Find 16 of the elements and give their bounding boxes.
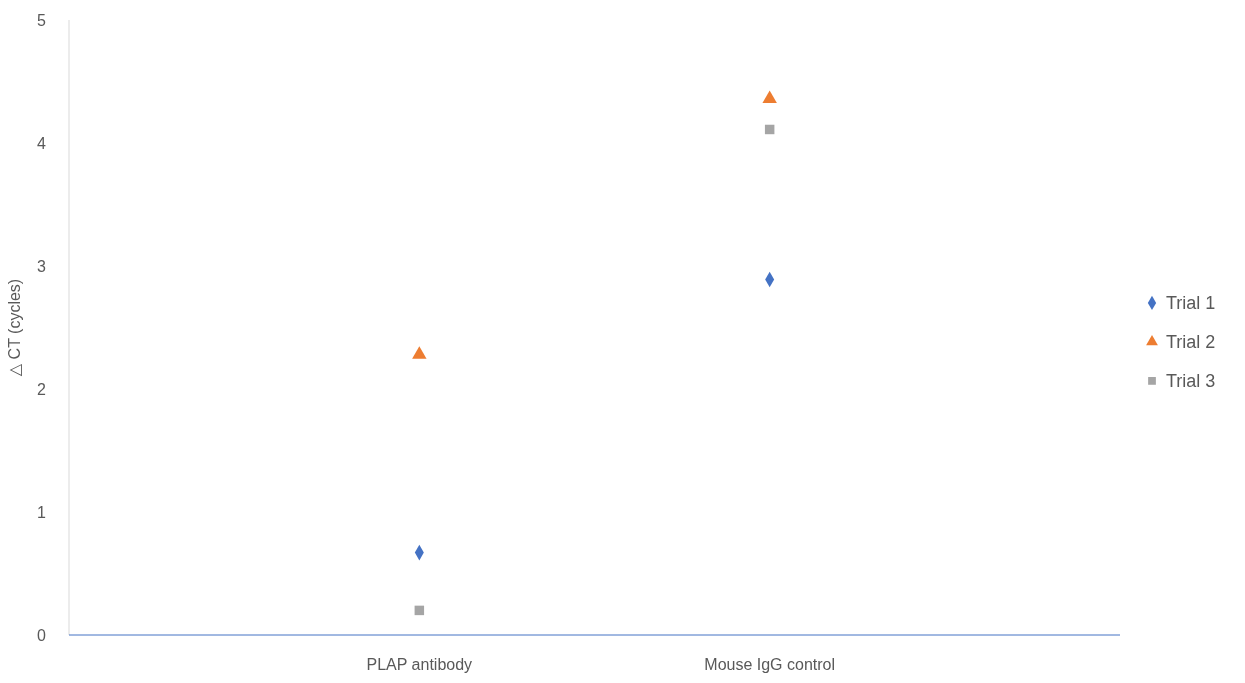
x-tick-label: Mouse IgG control — [704, 656, 836, 673]
x-tick-label: PLAP antibody — [366, 656, 473, 673]
legend-label: Trial 2 — [1166, 332, 1216, 353]
point — [412, 346, 427, 359]
y-tick-label: 3 — [37, 257, 47, 275]
point — [762, 90, 777, 103]
y-axis-title: △ CT (cycles) — [6, 278, 23, 377]
y-tick-label: 0 — [37, 626, 47, 644]
y-tick-label: 2 — [37, 380, 47, 398]
y-tick-label: 1 — [37, 503, 47, 521]
y-tick-label: 4 — [37, 134, 47, 152]
legend-label: Trial 3 — [1166, 371, 1216, 392]
point — [764, 124, 775, 135]
point — [414, 605, 425, 616]
y-tick-label: 5 — [37, 11, 47, 29]
legend-label: Trial 1 — [1166, 293, 1216, 314]
